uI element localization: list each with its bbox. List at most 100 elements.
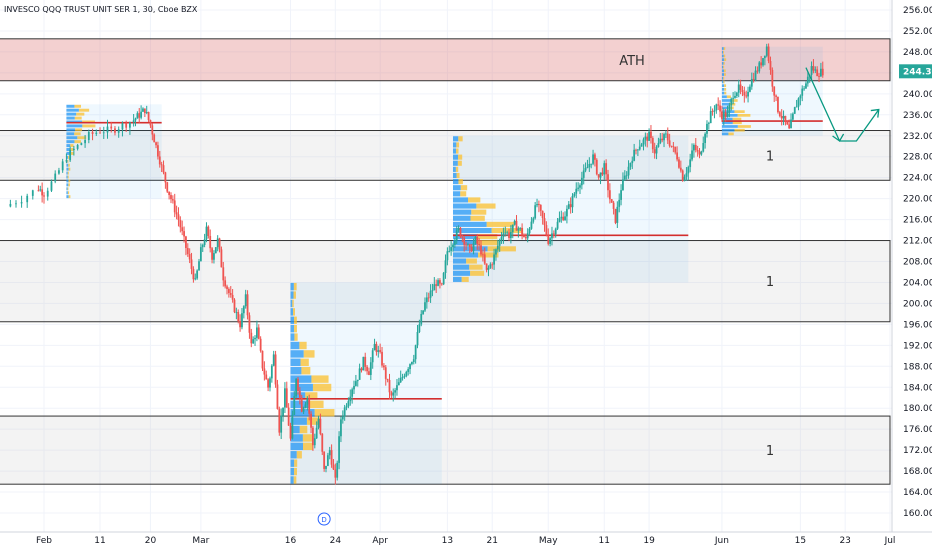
time-tick-label: Jun: [714, 536, 729, 546]
dividend-marker[interactable]: [317, 512, 331, 526]
volume-bar-up: [290, 383, 313, 392]
candle-body: [99, 132, 101, 134]
zone-zone-1[interactable]: [0, 130, 891, 181]
volume-bar-down: [308, 400, 324, 409]
price-tick-label: 216.00: [903, 216, 932, 226]
candle-body: [325, 465, 327, 469]
candle-body: [91, 131, 94, 135]
candle-body: [388, 379, 391, 393]
candle-body: [646, 136, 649, 141]
candle-body: [345, 406, 348, 408]
volume-bar-up: [452, 148, 457, 154]
volume-bar-down: [67, 159, 69, 163]
candle-body: [543, 218, 546, 226]
candle-body: [470, 247, 473, 252]
volume-bar-down: [458, 154, 463, 160]
candle-body: [298, 390, 301, 398]
candle-body: [672, 146, 675, 148]
zone-zone-3[interactable]: [0, 415, 891, 485]
candle-body: [493, 254, 495, 265]
candle-body: [590, 163, 593, 165]
candle-body: [597, 174, 600, 178]
candle-body: [358, 368, 361, 380]
time-axis: Feb 11 20 Mar 16 24 Apr 13 21 May 11 19 Jun 15 23 Jul: [36, 536, 895, 546]
candle-body: [638, 146, 641, 150]
candle-body: [397, 382, 400, 386]
volume-bar-down: [461, 276, 469, 282]
candle-body: [162, 165, 165, 173]
volume-bar-down: [728, 132, 734, 136]
zone-zone-2[interactable]: [0, 240, 891, 323]
volume-bar-down: [724, 91, 727, 95]
volume-bar-down: [487, 246, 516, 252]
volume-bar-down: [724, 69, 726, 73]
candle-body: [185, 236, 187, 249]
candle-body: [332, 464, 335, 470]
candle-body: [444, 260, 447, 273]
candle-body: [149, 120, 152, 126]
volume-bar-down: [724, 84, 727, 88]
volume-bar-up: [721, 58, 725, 62]
zone-label: 1: [766, 149, 774, 164]
candle-body: [211, 248, 213, 260]
candle-body: [259, 338, 262, 351]
volume-bar-up: [290, 476, 294, 484]
candle-body: [379, 350, 382, 352]
candle-body: [614, 208, 617, 223]
candle-body: [784, 115, 787, 122]
candle-body: [793, 107, 796, 114]
candle-body: [261, 350, 264, 369]
candle-body: [679, 167, 682, 171]
time-tick-label: 24: [330, 536, 342, 546]
price-tick-label: 224.00: [903, 174, 932, 184]
candle-body: [790, 119, 792, 129]
candle-body: [629, 163, 632, 167]
candle-body: [539, 205, 542, 211]
volume-bar-up: [452, 166, 456, 172]
candle-body: [491, 264, 494, 266]
candle-body: [431, 290, 434, 292]
candle-body: [664, 133, 667, 135]
candle-body: [220, 249, 223, 268]
candle-body: [164, 172, 167, 183]
candle-body: [788, 124, 791, 129]
candle-body: [687, 167, 690, 174]
volume-bar-down: [458, 179, 463, 185]
candle-body: [158, 156, 161, 165]
candle-body: [711, 111, 714, 112]
candle-body: [289, 425, 292, 439]
volume-bar-down: [456, 172, 460, 179]
candle-body: [136, 113, 139, 119]
candle-body: [693, 144, 695, 151]
volume-bar-down: [468, 197, 481, 203]
candle-body: [480, 245, 482, 255]
candle-body: [422, 310, 425, 314]
candle-body: [341, 416, 344, 420]
volume-bar-up: [721, 73, 725, 76]
candle-body: [644, 136, 647, 140]
candle-body: [203, 239, 206, 245]
volume-bar-down: [456, 148, 459, 154]
candle-body: [734, 95, 736, 98]
volume-bar-up: [721, 84, 725, 88]
dividend-marker-label: D: [321, 516, 326, 524]
candle-body: [564, 216, 566, 221]
volume-bar-down: [470, 215, 485, 221]
candle-body: [224, 280, 227, 287]
candle-body: [233, 299, 236, 313]
candle-body: [487, 267, 490, 270]
candle-body: [46, 190, 49, 197]
volume-bar-up: [290, 341, 300, 350]
volume-bar-up: [452, 209, 472, 215]
volume-bar-down: [82, 124, 96, 128]
candle-body: [256, 327, 258, 338]
volume-bar-up: [452, 172, 457, 179]
time-tick-label: 15: [795, 536, 806, 546]
zone-ATH[interactable]: [0, 38, 891, 82]
candle-body: [175, 212, 178, 215]
volume-bar-up: [66, 124, 83, 128]
candle-body: [241, 313, 243, 328]
volume-bar-down: [726, 95, 731, 99]
candle-body: [818, 76, 820, 77]
